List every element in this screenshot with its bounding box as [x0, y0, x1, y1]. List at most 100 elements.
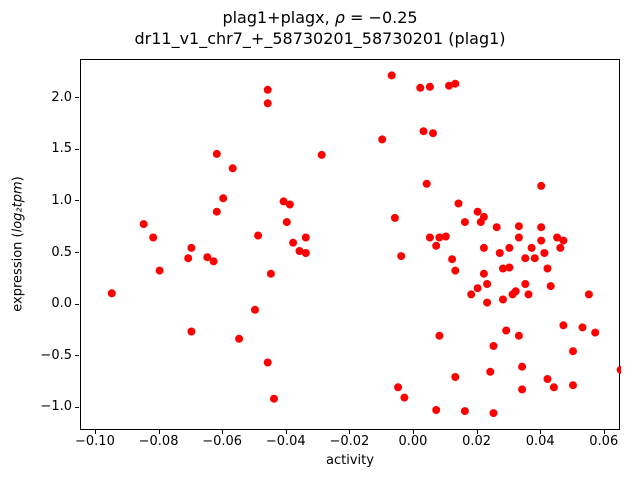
- scatter-point: [203, 253, 212, 262]
- y-tick-label: 2.0: [51, 89, 72, 105]
- y-tick-label: −0.5: [40, 347, 72, 363]
- x-tick-label: −0.02: [329, 434, 370, 449]
- y-tick-label: 1.5: [51, 141, 72, 157]
- scatter-point: [521, 254, 530, 263]
- scatter-point: [483, 298, 492, 307]
- scatter-point: [514, 331, 523, 340]
- scatter-point: [559, 236, 568, 245]
- scatter-point: [187, 327, 196, 336]
- scatter-point: [263, 99, 272, 108]
- y-tick-label: −1.0: [40, 399, 72, 415]
- x-tick-label: 0.04: [525, 434, 555, 449]
- scatter-point: [279, 197, 288, 206]
- scatter-point: [454, 199, 463, 208]
- scatter-point: [556, 243, 565, 252]
- scatter-point: [546, 282, 555, 291]
- y-tick-mark: [75, 303, 79, 305]
- scatter-point: [451, 266, 460, 275]
- scatter-point: [518, 385, 527, 394]
- x-tick-mark: [158, 430, 160, 434]
- rho-symbol: ρ: [334, 8, 345, 27]
- y-tick-label: 0.0: [51, 296, 72, 312]
- scatter-point: [289, 238, 298, 247]
- scatter-point: [584, 290, 593, 299]
- scatter-point: [451, 373, 460, 381]
- x-tick-mark: [540, 430, 542, 434]
- scatter-point: [460, 218, 469, 227]
- scatter-point: [445, 81, 453, 90]
- x-tick-mark: [94, 430, 96, 434]
- y-tick-label: 0.5: [51, 244, 72, 260]
- x-tick-mark: [222, 430, 224, 434]
- scatter-point: [400, 393, 409, 402]
- x-tick-mark: [476, 430, 478, 434]
- scatter-canvas: [107, 71, 621, 418]
- y-tick-mark: [75, 406, 79, 408]
- scatter-point: [514, 233, 523, 242]
- scatter-point: [394, 383, 403, 392]
- scatter-point: [107, 289, 116, 298]
- y-tick-mark: [75, 355, 79, 357]
- x-tick-mark: [412, 430, 414, 434]
- scatter-point: [483, 280, 492, 288]
- scatter-point: [492, 223, 501, 232]
- y-tick-mark: [75, 200, 79, 202]
- y-tick-mark: [75, 252, 79, 254]
- scatter-point: [209, 257, 218, 266]
- scatter-point: [378, 135, 387, 144]
- scatter-point: [282, 218, 291, 227]
- scatter-point: [295, 247, 304, 255]
- scatter-point: [270, 394, 278, 403]
- scatter-point: [435, 233, 444, 242]
- scatter-point: [397, 252, 406, 261]
- scatter-point: [505, 263, 514, 272]
- scatter-point: [263, 358, 272, 367]
- scatter-point: [537, 181, 546, 190]
- x-tick-label: 0.00: [398, 434, 428, 449]
- scatter-point: [479, 243, 488, 252]
- scatter-point: [219, 194, 228, 203]
- scatter-point: [518, 362, 527, 371]
- scatter-point: [432, 406, 441, 414]
- title-line-1: plag1+plagx, ρ = −0.25: [0, 7, 640, 28]
- y-tick-mark: [75, 148, 79, 150]
- scatter-point: [591, 328, 600, 337]
- scatter-point: [479, 269, 488, 278]
- scatter-point: [473, 207, 482, 216]
- scatter-point: [530, 254, 539, 263]
- scatter-point: [451, 79, 460, 88]
- chart-title: plag1+plagx, ρ = −0.25 dr11_v1_chr7_+_58…: [0, 7, 640, 49]
- x-tick-mark: [285, 430, 287, 434]
- scatter-point: [486, 367, 495, 376]
- scatter-point: [387, 71, 396, 80]
- scatter-point: [251, 305, 259, 314]
- x-axis-label: activity: [326, 453, 374, 468]
- scatter-point: [499, 295, 507, 304]
- scatter-point: [441, 232, 450, 241]
- scatter-point: [537, 236, 546, 245]
- scatter-point: [448, 255, 457, 264]
- scatter-point: [235, 334, 244, 343]
- scatter-point: [301, 233, 310, 242]
- scatter-point: [540, 249, 549, 257]
- scatter-point: [511, 287, 520, 296]
- x-tick-label: −0.10: [75, 434, 115, 449]
- x-tick-label: 0.02: [462, 434, 492, 449]
- scatter-point: [184, 254, 193, 263]
- scatter-point: [616, 365, 621, 374]
- rho-value: = −0.25: [344, 8, 418, 27]
- x-tick-label: −0.08: [138, 434, 179, 449]
- scatter-point: [521, 280, 530, 288]
- scatter-point: [432, 241, 441, 250]
- scatter-point: [435, 331, 444, 340]
- x-tick-label: −0.06: [202, 434, 243, 449]
- scatter-point: [569, 381, 577, 390]
- title-line-2: dr11_v1_chr7_+_58730201_58730201 (plag1): [134, 29, 506, 48]
- scatter-point: [429, 129, 437, 138]
- scatter-point: [425, 233, 434, 242]
- scatter-point: [489, 342, 498, 350]
- scatter-point: [543, 375, 552, 383]
- scatter-point: [212, 149, 221, 158]
- scatter-point: [155, 266, 164, 275]
